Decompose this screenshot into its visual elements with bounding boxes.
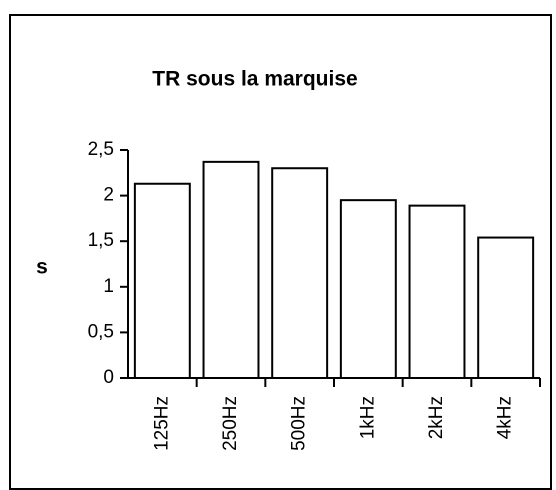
y-tick-label: 0 [103,367,114,388]
bar [408,204,466,379]
y-tick-label: 0,5 [88,321,114,342]
y-tick-label: 1,5 [88,230,114,251]
bar [271,167,329,379]
x-tick-label: 125Hz [151,396,172,451]
bar [339,199,397,379]
y-tick-label: 1 [103,276,114,297]
bar [202,160,260,379]
x-tick-label: 4kHz [495,396,516,439]
chart-title: TR sous la marquise [152,68,357,91]
y-axis-label: s [36,256,48,279]
bar [133,182,191,379]
x-tick-label: 250Hz [220,396,241,451]
y-tick-label: 2 [103,185,114,206]
frame [9,14,552,490]
x-tick-label: 500Hz [289,396,310,451]
x-tick-label: 1kHz [357,396,378,439]
y-tick-label: 2,5 [88,139,114,160]
x-tick-label: 2kHz [426,396,447,439]
bar [477,236,535,379]
